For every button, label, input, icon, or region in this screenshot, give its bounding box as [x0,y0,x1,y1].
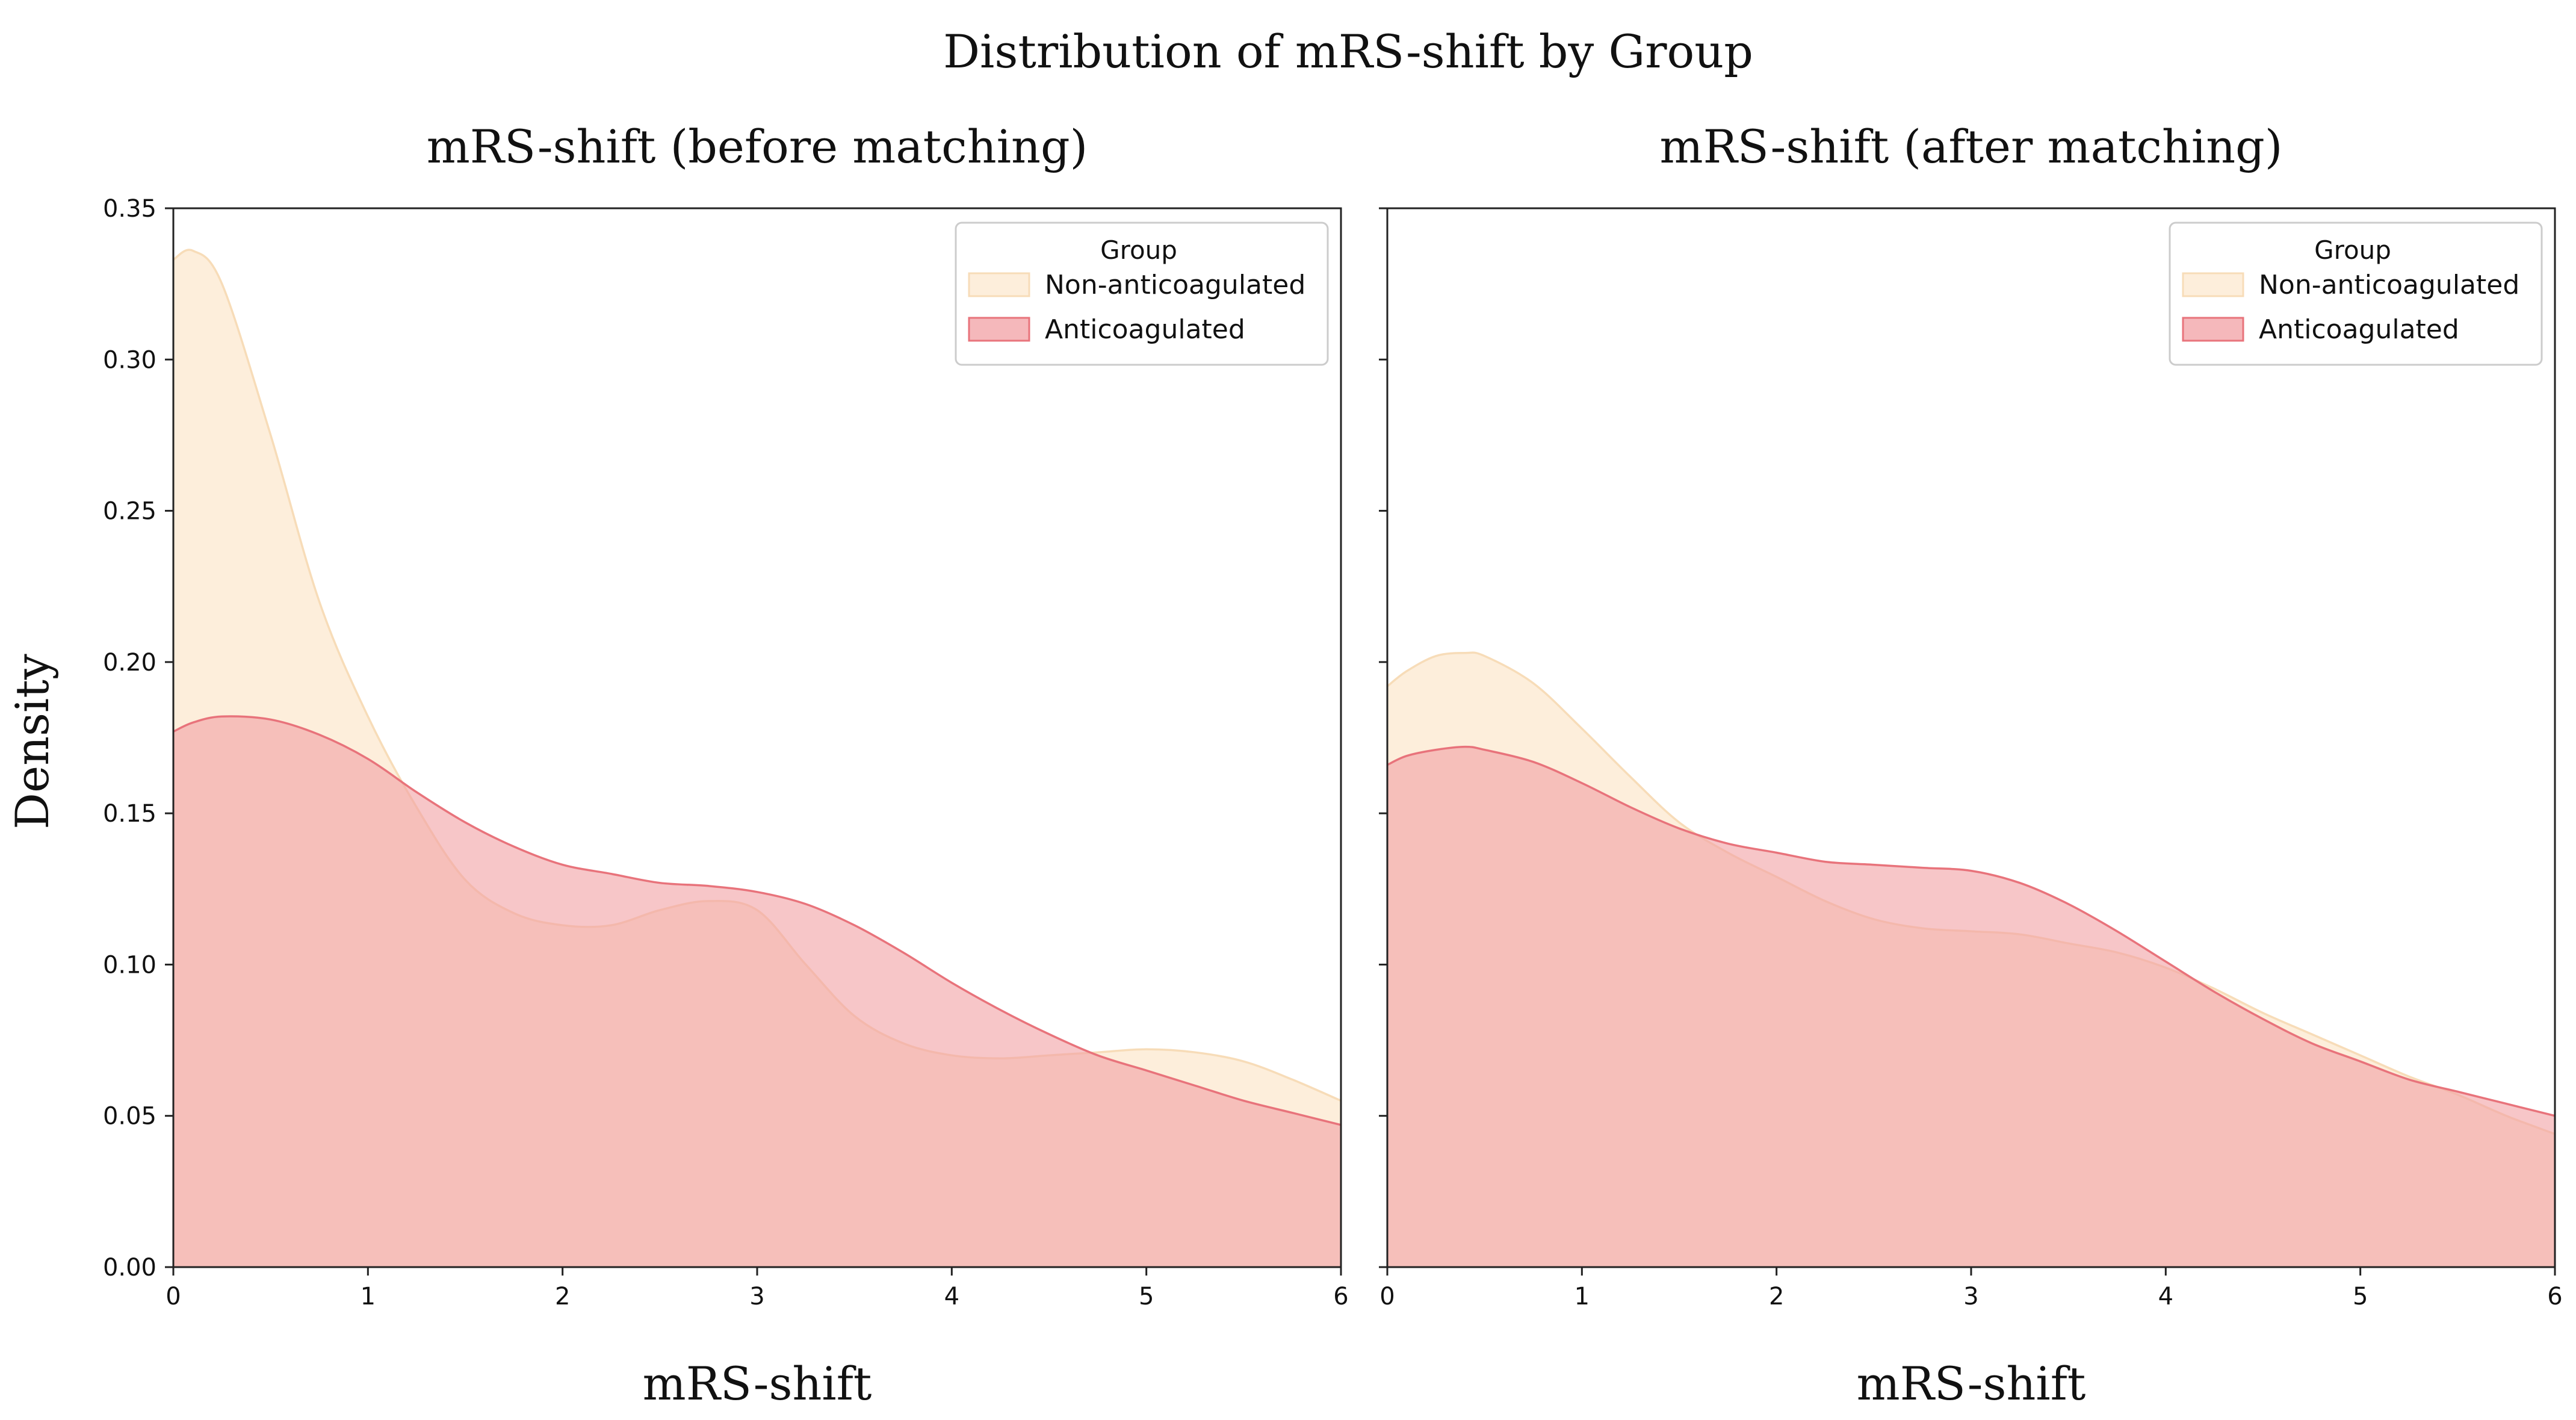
x-tick-label: 3 [1963,1283,1978,1310]
legend-label-non-anticoagulated: Non-anticoagulated [1045,270,1305,300]
y-tick-label: 0.30 [103,346,156,374]
panel-title: mRS-shift (before matching) [427,120,1088,173]
legend-box [2169,222,2543,366]
x-tick-label: 6 [1333,1283,1348,1310]
density-line-anticoagulated [1387,745,2555,1117]
x-tick-label: 5 [2353,1283,2368,1310]
legend-swatch-anticoagulated [2182,317,2244,342]
y-axis-label: Density [5,654,59,829]
figure-suptitle: Distribution of mRS-shift by Group [943,25,1753,78]
legend-label-anticoagulated: Anticoagulated [2259,314,2459,345]
y-tick-label: 0.25 [103,498,156,526]
legend-label-anticoagulated: Anticoagulated [1045,314,1245,345]
legend-title: Group [1100,235,1177,265]
x-tick-label: 3 [749,1283,764,1310]
x-axis-label: mRS-shift [1857,1357,2086,1410]
x-tick-label: 0 [1379,1283,1395,1310]
density-areas [1387,651,2555,1267]
legend-swatch-non-anticoagulated [968,272,1030,297]
x-tick-label: 1 [1574,1283,1590,1310]
x-axis-label: mRS-shift [643,1357,872,1410]
y-tick-label: 0.05 [103,1103,156,1130]
density-area-anticoagulated [1387,746,2555,1267]
y-tick-label: 0.00 [103,1254,156,1282]
chart-panel-1: mRS-shift (before matching) 0 1 2 3 4 5 6 0.00 0.… [103,120,1349,1410]
legend-box [955,222,1329,366]
legend-swatch-non-anticoagulated [2182,272,2244,297]
x-tick-label: 1 [361,1283,376,1310]
chart-panel-2: mRS-shift (after matching) 0 1 2 3 4 5 6 mRS-shi… [1379,120,2563,1410]
x-tick-label: 0 [166,1283,181,1310]
legend-label-non-anticoagulated: Non-anticoagulated [2259,270,2519,300]
x-tick-label: 5 [1139,1283,1154,1310]
density-line-anticoagulated [173,715,1341,1126]
x-tick-label: 4 [944,1283,959,1310]
legend-title: Group [2314,235,2391,265]
legend-swatch-anticoagulated [968,317,1030,342]
density-areas [173,249,1341,1267]
legend: Group Non-anticoagulated Anticoagulated [2169,222,2543,366]
y-tick-label: 0.10 [103,951,156,979]
legend: Group Non-anticoagulated Anticoagulated [955,222,1329,366]
y-tick-label: 0.20 [103,649,156,677]
y-tick-label: 0.15 [103,800,156,828]
chart-panels: mRS-shift (before matching) 0 1 2 3 4 5 6 0.00 0.… [103,120,2563,1410]
density-area-anticoagulated [173,716,1341,1267]
x-tick-label: 4 [2158,1283,2173,1310]
y-tick-label: 0.35 [103,195,156,223]
panel-title: mRS-shift (after matching) [1660,120,2283,173]
x-tick-label: 6 [2547,1283,2562,1310]
x-tick-label: 2 [555,1283,570,1310]
x-tick-label: 2 [1769,1283,1784,1310]
